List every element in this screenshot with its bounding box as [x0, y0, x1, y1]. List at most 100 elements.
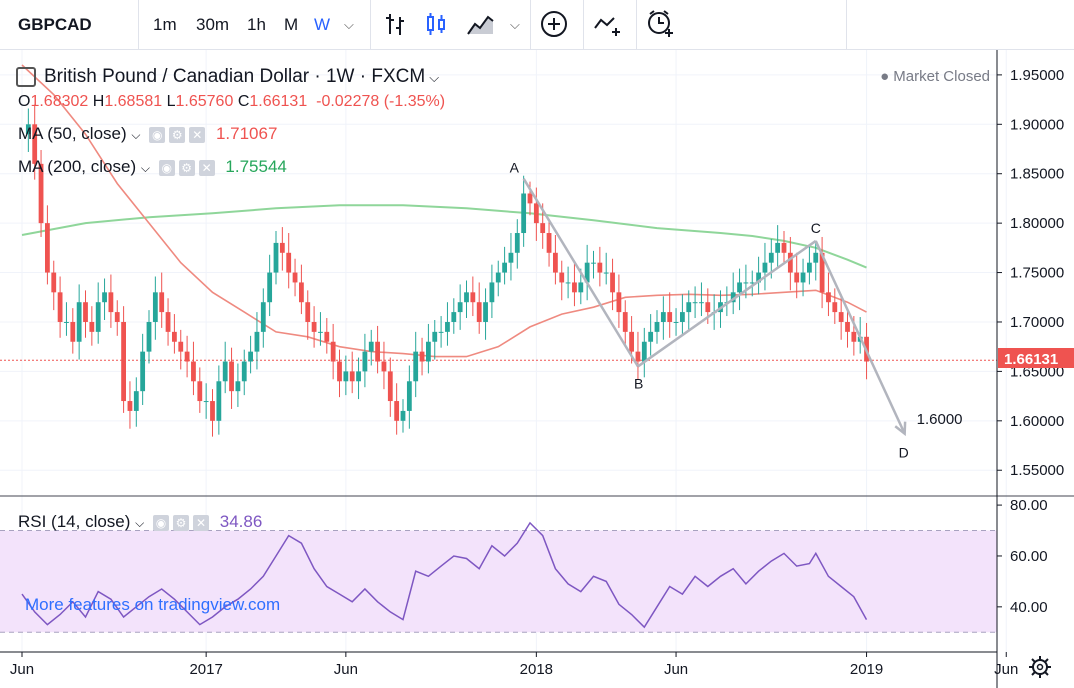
- compare-icon[interactable]: [592, 8, 624, 40]
- candle-body: [178, 341, 184, 352]
- candle-body: [260, 302, 266, 332]
- area-chart-icon[interactable]: [464, 8, 496, 40]
- candle-body: [267, 272, 273, 303]
- time-tick-label: Jun: [664, 661, 688, 678]
- time-axis[interactable]: Jun 2017 Jun 2018 Jun 2019 Jun: [10, 652, 1018, 678]
- candle-body: [749, 282, 755, 284]
- candle-body: [819, 252, 825, 293]
- price-axis[interactable]: 1.95000 1.90000 1.85000 1.80000 1.75000 1.700…: [997, 67, 1064, 479]
- candle-body: [572, 282, 577, 293]
- rsi-tick-label: 40.00: [1010, 599, 1048, 616]
- candle-body: [406, 381, 412, 411]
- ma50-line: [21, 64, 867, 358]
- candle-body: [45, 223, 50, 273]
- candle-body: [743, 282, 749, 284]
- interval-1h[interactable]: 1h: [247, 15, 266, 34]
- candle-body: [324, 331, 330, 342]
- candle-body: [756, 272, 761, 283]
- low-value: 1.65760: [175, 93, 234, 110]
- candle-body: [248, 351, 253, 362]
- toolbar-divider: [530, 0, 531, 50]
- candle-body: [660, 312, 666, 322]
- candle-body: [305, 302, 311, 322]
- settings-icon[interactable]: ⚙: [173, 514, 190, 531]
- bar-chart-icon[interactable]: [380, 8, 412, 40]
- time-tick-label: Jun: [334, 661, 358, 678]
- candle-body: [419, 351, 425, 362]
- candle-body: [140, 351, 146, 392]
- remove-icon[interactable]: ✕: [189, 126, 206, 143]
- candle-body: [191, 361, 196, 382]
- candle-body: [775, 242, 781, 253]
- price-tick-label: 1.70000: [1010, 314, 1064, 331]
- target-price-label: 1.6000: [917, 411, 963, 428]
- title-text[interactable]: British Pound / Canadian Dollar · 1W · F…: [44, 66, 426, 87]
- top-toolbar: GBPCAD 1m 30m 1h M W ⌵ ⌵: [0, 0, 1074, 50]
- interval-30m[interactable]: 30m: [196, 15, 230, 34]
- remove-icon[interactable]: ✕: [193, 514, 210, 531]
- candle-body: [438, 331, 444, 333]
- last-price-label: 1.66131: [1004, 351, 1058, 368]
- candle-body: [394, 401, 400, 421]
- ma50-legend[interactable]: MA (50, close) ⌵ ◉ ⚙ ✕ 1.71067: [18, 124, 277, 144]
- remove-icon[interactable]: ✕: [198, 159, 215, 176]
- visibility-eye-icon[interactable]: ◉: [153, 514, 170, 531]
- candle-body: [832, 302, 838, 313]
- candle-body: [152, 292, 158, 322]
- candle-body: [502, 262, 507, 273]
- candle-body: [38, 163, 44, 224]
- chart-title: British Pound / Canadian Dollar · 1W · F…: [16, 66, 439, 88]
- candle-body: [464, 292, 469, 303]
- chart-type-dropdown-icon[interactable]: ⌵: [510, 17, 520, 32]
- candle-body: [89, 321, 95, 332]
- candle-body: [610, 272, 615, 293]
- chevron-down-icon[interactable]: ⌵: [135, 516, 145, 530]
- candle-body: [273, 242, 279, 273]
- chevron-down-icon[interactable]: ⌵: [131, 128, 141, 142]
- candle-body: [826, 292, 831, 303]
- candle-body: [457, 302, 463, 313]
- candle-body: [95, 302, 101, 332]
- candle-body: [800, 272, 806, 283]
- ma200-legend[interactable]: MA (200, close) ⌵ ◉ ⚙ ✕ 1.75544: [18, 157, 287, 177]
- toolbar-divider: [636, 0, 637, 50]
- rsi-legend[interactable]: RSI (14, close) ⌵ ◉ ⚙ ✕ 34.86: [18, 512, 262, 532]
- candle-body: [451, 312, 457, 322]
- title-chevron-icon[interactable]: ⌵: [429, 70, 440, 85]
- settings-icon[interactable]: ⚙: [169, 126, 186, 143]
- interval-dropdown-icon[interactable]: ⌵: [344, 17, 354, 32]
- open-label: O: [18, 93, 31, 110]
- candle-body: [57, 292, 63, 322]
- rsi-tick-label: 80.00: [1010, 497, 1048, 514]
- candle-body: [495, 272, 501, 283]
- rsi-axis[interactable]: 80.00 60.00 40.00: [997, 497, 1048, 616]
- symbol-button[interactable]: GBPCAD: [18, 15, 92, 34]
- visibility-eye-icon[interactable]: ◉: [158, 159, 175, 176]
- interval-week[interactable]: W: [314, 15, 331, 34]
- alert-clock-icon[interactable]: [644, 8, 676, 40]
- candle-body: [210, 401, 215, 421]
- candle-body: [102, 292, 107, 303]
- candles-icon[interactable]: [420, 8, 452, 40]
- time-tick-label: 2019: [850, 661, 883, 678]
- candle-body: [641, 341, 647, 362]
- add-indicator-icon[interactable]: [538, 8, 570, 40]
- candle-body: [216, 381, 222, 421]
- candle-body: [286, 252, 292, 273]
- candle-body: [51, 272, 57, 293]
- toolbar-divider: [846, 0, 847, 50]
- candle-body: [64, 321, 69, 323]
- candle-body: [680, 312, 685, 322]
- watermark-link[interactable]: More features on tradingview.com: [25, 595, 281, 614]
- interval-month[interactable]: M: [284, 15, 299, 34]
- chevron-down-icon[interactable]: ⌵: [140, 161, 150, 175]
- interval-1m[interactable]: 1m: [153, 15, 177, 34]
- candle-body: [337, 361, 342, 382]
- price-tick-label: 1.85000: [1010, 166, 1064, 183]
- settings-gear-icon[interactable]: [1029, 656, 1051, 678]
- candle-body: [699, 302, 704, 304]
- visibility-eye-icon[interactable]: ◉: [149, 126, 166, 143]
- settings-icon[interactable]: ⚙: [178, 159, 195, 176]
- candle-body: [838, 312, 844, 322]
